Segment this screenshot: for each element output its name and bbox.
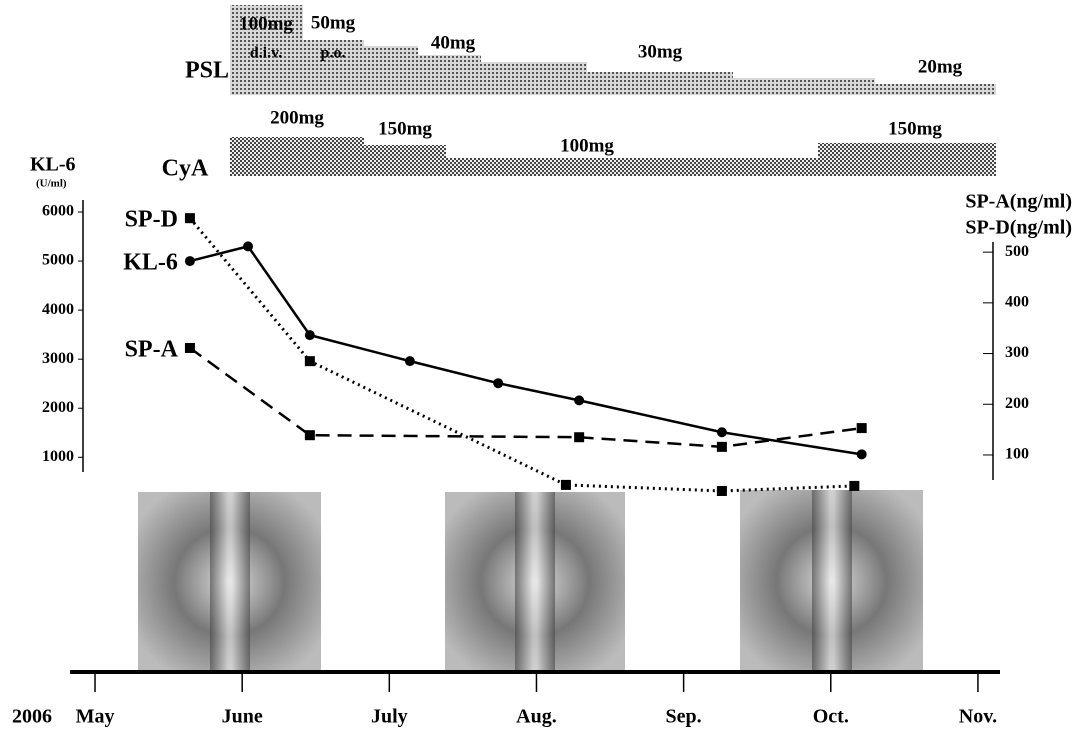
dose-label: 100mg bbox=[239, 13, 293, 34]
series-label: SP-A bbox=[125, 336, 179, 362]
y2-tick-label: 400 bbox=[1005, 294, 1029, 311]
point bbox=[305, 356, 315, 366]
point bbox=[857, 423, 867, 433]
dose-label: p.o. bbox=[321, 45, 346, 62]
dose-label: 40mg bbox=[431, 32, 476, 53]
point bbox=[405, 356, 415, 366]
point bbox=[717, 486, 727, 496]
y-tick-label: 1000 bbox=[42, 448, 74, 465]
y2-axis-title: SP-D(ng/ml) bbox=[965, 217, 1072, 239]
dose-label: 50mg bbox=[311, 12, 356, 33]
point bbox=[185, 256, 195, 266]
year-label: 2006 bbox=[12, 706, 52, 728]
point bbox=[574, 432, 584, 442]
dose-label: 20mg bbox=[918, 56, 963, 77]
xray-image bbox=[740, 490, 923, 672]
point bbox=[717, 442, 727, 452]
dose-label: 100mg bbox=[560, 135, 614, 156]
chart: PSL 100mg d.i.v. 50mg p.o. 40mg 30mg 20m… bbox=[0, 0, 1077, 731]
y-axis-unit: (U/ml) bbox=[36, 178, 67, 190]
cya-label: CyA bbox=[162, 156, 209, 182]
y-tick-label: 6000 bbox=[42, 203, 74, 220]
point bbox=[561, 480, 571, 490]
series-label: KL-6 bbox=[123, 250, 178, 276]
x-tick-label: July bbox=[371, 706, 408, 728]
series-line bbox=[190, 246, 862, 454]
y2-tick-label: 300 bbox=[1005, 344, 1029, 361]
y2-tick-label: 500 bbox=[1005, 243, 1029, 260]
y-tick-label: 3000 bbox=[42, 350, 74, 367]
point bbox=[305, 430, 315, 440]
x-tick-label: Nov. bbox=[959, 706, 997, 728]
psl-label: PSL bbox=[185, 58, 229, 84]
dose-label: d.i.v. bbox=[250, 45, 282, 62]
x-tick-label: June bbox=[222, 706, 263, 728]
xray-image bbox=[138, 492, 321, 672]
x-tick-label: Oct. bbox=[813, 706, 849, 728]
y2-tick-label: 100 bbox=[1005, 446, 1029, 463]
dose-label: 150mg bbox=[888, 118, 942, 139]
point bbox=[243, 241, 253, 251]
y-tick-label: 5000 bbox=[42, 252, 74, 269]
dose-label: 200mg bbox=[270, 107, 324, 128]
y-tick-label: 4000 bbox=[42, 301, 74, 318]
point bbox=[857, 449, 867, 459]
dose-label: 30mg bbox=[638, 41, 683, 62]
point bbox=[185, 213, 195, 223]
x-tick-label: Sep. bbox=[666, 706, 702, 728]
x-tick-label: Aug. bbox=[516, 706, 557, 728]
point bbox=[305, 330, 315, 340]
point bbox=[185, 343, 195, 353]
xray-image bbox=[445, 492, 625, 672]
series-line bbox=[190, 218, 854, 491]
point bbox=[717, 427, 727, 437]
point bbox=[493, 378, 503, 388]
y2-axis-title: SP-A(ng/ml) bbox=[965, 191, 1072, 213]
dose-label: 150mg bbox=[378, 118, 432, 139]
series-line bbox=[190, 348, 862, 447]
x-tick-label: May bbox=[76, 706, 115, 728]
y2-tick-label: 200 bbox=[1005, 395, 1029, 412]
y-tick-label: 2000 bbox=[42, 399, 74, 416]
series-label: SP-D bbox=[125, 207, 178, 233]
point bbox=[574, 395, 584, 405]
point bbox=[849, 481, 859, 491]
y-axis-title: KL-6 bbox=[30, 154, 76, 176]
